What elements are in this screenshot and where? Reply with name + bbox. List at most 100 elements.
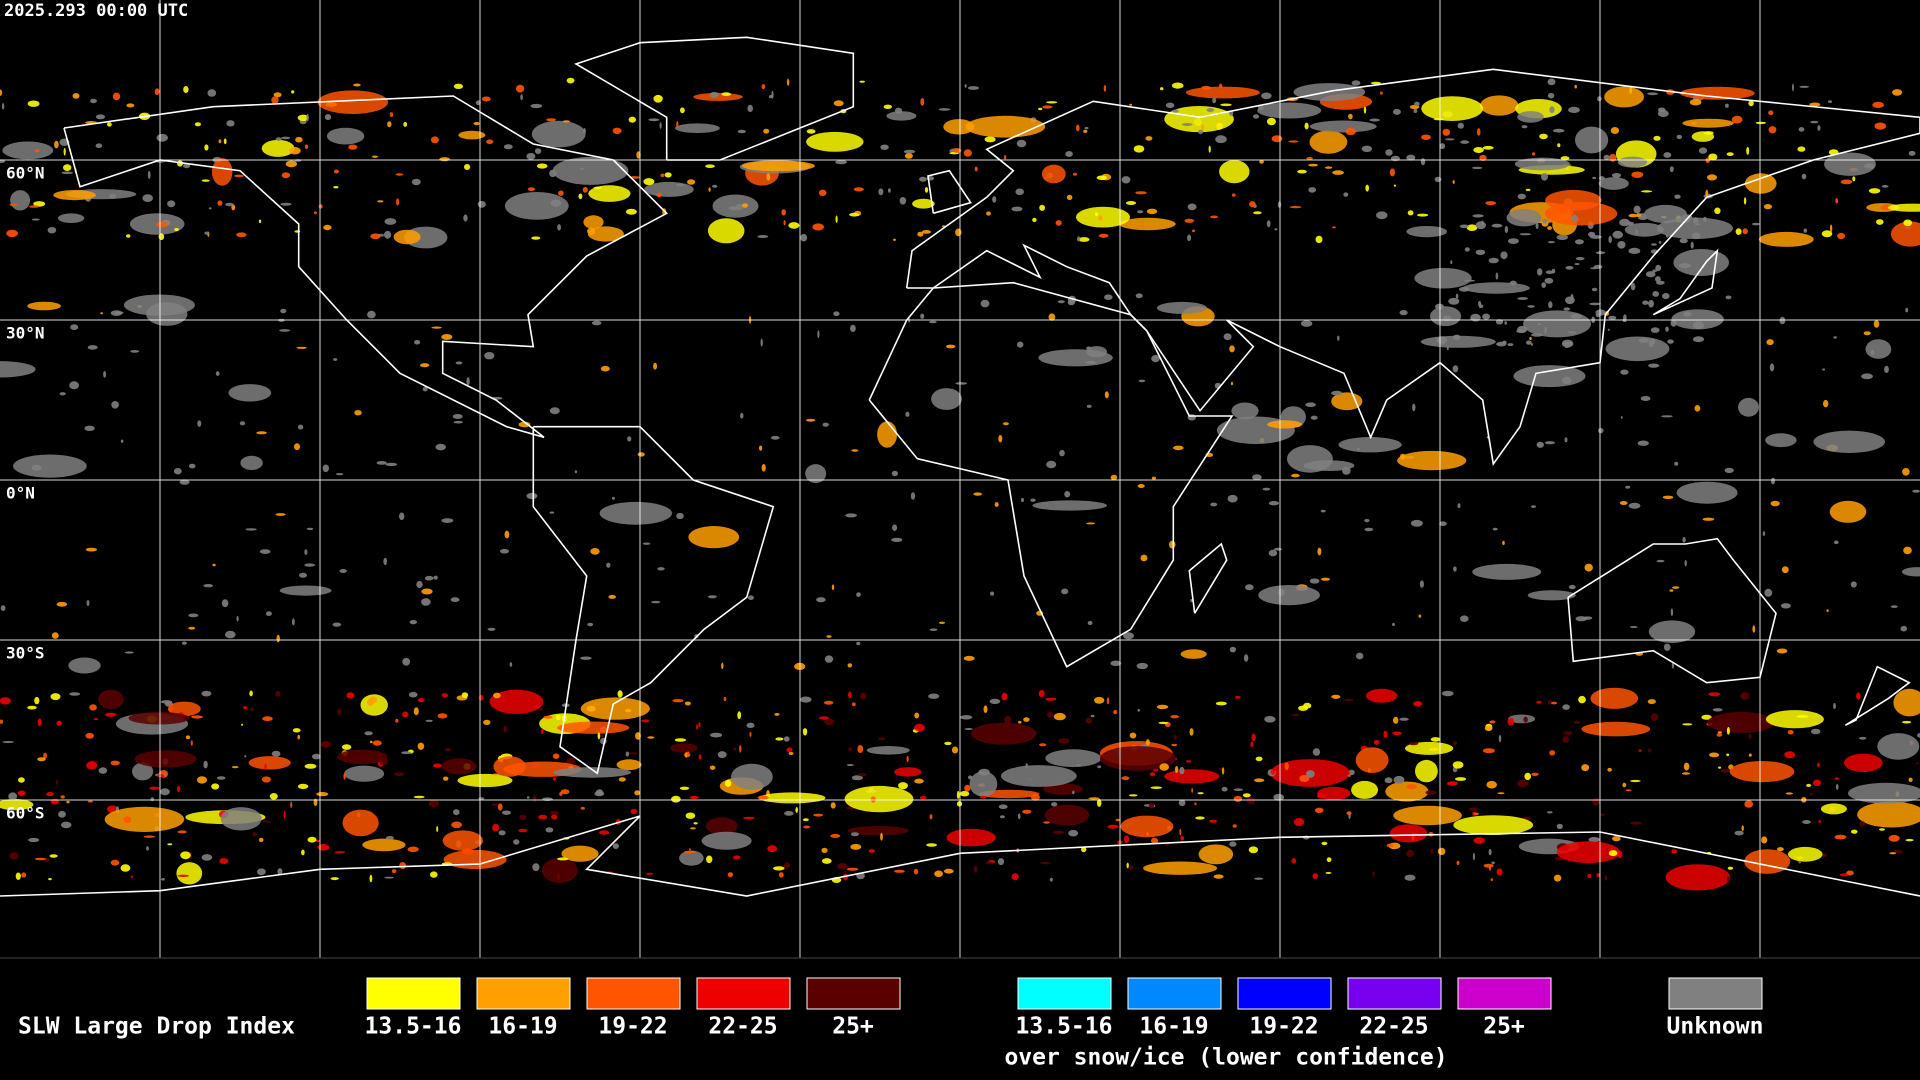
cloud-patch [549,169,557,178]
cloud-patch [1187,203,1197,211]
cloud-patch [893,869,905,873]
cloud-patch [552,777,557,781]
cloud-patch [1874,122,1887,130]
cloud-patch [1486,780,1497,789]
cloud-patch [1088,797,1100,800]
cloud-patch [289,147,301,155]
cloud-patch [1086,346,1107,358]
cloud-patch [1549,106,1555,114]
cloud-patch [1731,115,1743,124]
cloud-patch [1223,333,1232,341]
cloud-patch [294,443,300,451]
cloud-patch [795,807,798,813]
cloud-patch [297,734,301,740]
cloud-patch [1208,145,1211,153]
cloud-patch [1755,121,1767,125]
latitude-label: 30°S [6,644,45,663]
cloud-patch [893,238,896,241]
cloud-patch [1764,588,1773,597]
cloud-patch [1425,790,1437,795]
cloud-patch [1824,152,1876,176]
cloud-patch [1729,761,1795,783]
cloud-patch [688,848,691,851]
cloud-patch [1308,187,1317,193]
cloud-patch [698,754,702,760]
cloud-patch [1399,310,1408,316]
cloud-patch [891,470,899,477]
cloud-patch [69,381,79,390]
cloud-patch [727,872,734,878]
cloud-patch [781,209,786,216]
cloud-patch [1716,733,1723,737]
cloud-patch [1504,225,1509,234]
cloud-patch [208,207,212,210]
cloud-patch [334,851,346,854]
cloud-patch [538,814,548,820]
cloud-patch [1839,873,1849,877]
cloud-patch [1052,830,1065,835]
cloud-patch [1563,731,1573,735]
cloud-patch [384,218,397,225]
cloud-patch [18,777,25,783]
cloud-patch [1227,494,1238,503]
cloud-patch [1852,176,1856,182]
cloud-patch [31,218,40,221]
cloud-patch [590,548,600,555]
cloud-patch [430,136,439,144]
cloud-patch [1201,85,1212,90]
cloud-patch [1118,217,1176,231]
cloud-patch [1392,623,1395,626]
cloud-patch [256,431,267,435]
cloud-patch [466,377,470,386]
cloud-patch [1648,341,1654,348]
cloud-patch [1652,291,1660,297]
cloud-patch [964,728,973,730]
cloud-patch [786,78,790,86]
cloud-patch [708,187,711,192]
cloud-patch [27,100,40,107]
cloud-patch [1140,554,1148,562]
cloud-patch [1321,577,1330,581]
cloud-patch [1372,871,1375,877]
cloud-patch [593,186,602,189]
cloud-patch [46,792,54,797]
cloud-patch [877,421,898,448]
cloud-patch [599,830,610,835]
cloud-patch [1524,772,1531,781]
cloud-patch [1915,762,1920,765]
cloud-patch [1072,172,1078,176]
cloud-patch [1393,775,1405,784]
legend-label: 25+ [832,1014,874,1040]
cloud-patch [1657,107,1666,113]
cloud-patch [50,693,61,701]
cloud-patch [1761,836,1768,844]
cloud-patch [1811,728,1821,735]
cloud-patch [1672,586,1680,589]
cloud-patch [763,128,770,134]
cloud-patch [705,164,715,168]
cloud-patch [518,828,528,833]
cloud-patch [384,876,394,879]
cloud-patch [1630,282,1636,291]
cloud-patch [1389,168,1395,177]
cloud-patch [218,139,222,144]
cloud-patch [1676,481,1738,504]
cloud-patch [1694,405,1701,412]
cloud-patch [1018,720,1022,724]
cloud-patch [231,766,239,769]
cloud-patch [1418,614,1422,618]
cloud-patch [800,696,812,703]
cloud-patch [1232,193,1236,197]
cloud-patch [1051,802,1058,807]
cloud-patch [1748,753,1752,757]
legend-swatch [1237,977,1332,1010]
cloud-patch [1309,578,1320,584]
cloud-patch [583,128,586,134]
cloud-patch [1325,166,1333,169]
cloud-patch [964,84,967,88]
cloud-patch [1905,307,1909,313]
cloud-patch [1884,365,1889,373]
cloud-patch [1331,390,1343,396]
cloud-patch [1551,701,1558,705]
cloud-patch [859,80,865,83]
